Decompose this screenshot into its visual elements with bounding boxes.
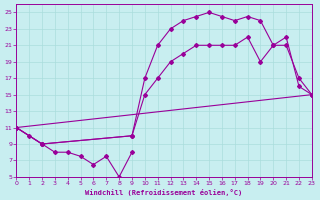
X-axis label: Windchill (Refroidissement éolien,°C): Windchill (Refroidissement éolien,°C) [85, 189, 243, 196]
